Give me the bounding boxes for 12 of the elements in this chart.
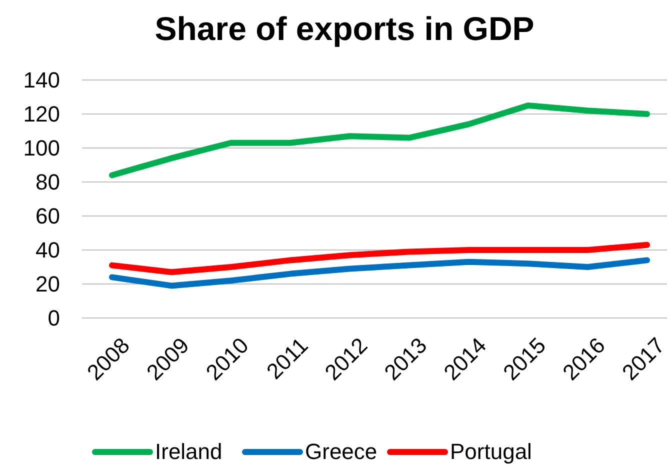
y-tick-label: 100 xyxy=(23,136,60,161)
y-tick-label: 0 xyxy=(48,306,60,331)
y-tick-label: 40 xyxy=(36,238,60,263)
legend-label: Ireland xyxy=(155,439,222,464)
y-tick-label: 20 xyxy=(36,272,60,297)
y-tick-label: 60 xyxy=(36,204,60,229)
y-tick-label: 80 xyxy=(36,170,60,195)
chart-title: Share of exports in GDP xyxy=(154,10,534,47)
legend-label: Portugal xyxy=(450,439,532,464)
legend-label: Greece xyxy=(305,439,378,464)
y-tick-label: 140 xyxy=(23,68,60,93)
y-tick-label: 120 xyxy=(23,102,60,127)
